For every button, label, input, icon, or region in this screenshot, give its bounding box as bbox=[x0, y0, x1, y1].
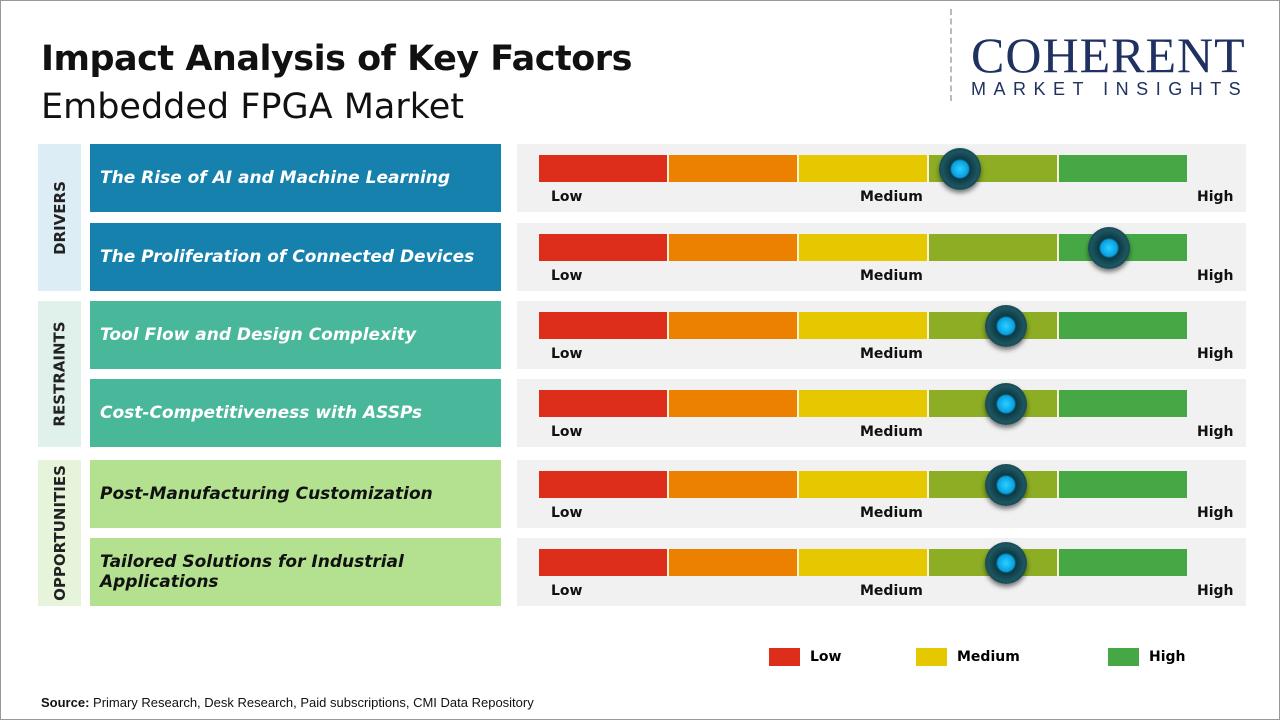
axis-label-low: Low bbox=[551, 189, 583, 205]
category-label: RESTRAINTS bbox=[50, 321, 69, 427]
gauge-segment bbox=[539, 390, 669, 417]
legend-swatch bbox=[1108, 648, 1139, 666]
factor-label: The Proliferation of Connected Devices bbox=[90, 223, 501, 291]
gauge-segment bbox=[669, 471, 799, 498]
page-subtitle: Embedded FPGA Market bbox=[41, 87, 465, 127]
legend-item-low: Low bbox=[769, 648, 841, 666]
legend-item-medium: Medium bbox=[916, 648, 1020, 666]
gauge-segment bbox=[1059, 390, 1187, 417]
axis-label-low: Low bbox=[551, 424, 583, 440]
gauge-segment bbox=[929, 234, 1059, 261]
gauge-marker bbox=[984, 464, 1027, 506]
gauge-segment bbox=[799, 549, 929, 576]
gauge-segment bbox=[1059, 549, 1187, 576]
company-logo: COHERENT MARKET INSIGHTS bbox=[971, 27, 1261, 100]
legend-label: Medium bbox=[957, 649, 1020, 665]
gauge-segment bbox=[799, 390, 929, 417]
gauge-panel: Low Medium High bbox=[517, 379, 1246, 447]
factor-label: Tailored Solutions for Industrial Applic… bbox=[90, 538, 501, 606]
gauge-segment bbox=[799, 155, 929, 182]
axis-label-high: High bbox=[1197, 583, 1234, 599]
category-opportunities: OPPORTUNITIES bbox=[38, 460, 81, 606]
gauge-segment bbox=[799, 471, 929, 498]
factor-label: Post-Manufacturing Customization bbox=[90, 460, 501, 528]
gauge-segment bbox=[669, 390, 799, 417]
gauge-segment bbox=[669, 155, 799, 182]
gauge-bar bbox=[539, 390, 1187, 417]
gauge-bar bbox=[539, 471, 1187, 498]
gauge-segment bbox=[799, 234, 929, 261]
gauge-marker bbox=[984, 542, 1027, 584]
axis-label-medium: Medium bbox=[860, 189, 923, 205]
axis-label-high: High bbox=[1197, 346, 1234, 362]
gauge-segment bbox=[1059, 155, 1187, 182]
factor-label: Cost-Competitiveness with ASSPs bbox=[90, 379, 501, 447]
source-text: Primary Research, Desk Research, Paid su… bbox=[89, 695, 534, 710]
gauge-segment bbox=[539, 155, 669, 182]
source-note: Source: Primary Research, Desk Research,… bbox=[41, 695, 534, 710]
gauge-segment bbox=[539, 312, 669, 339]
gauge-segment bbox=[669, 234, 799, 261]
legend-swatch bbox=[916, 648, 947, 666]
axis-label-medium: Medium bbox=[860, 505, 923, 521]
axis-label-low: Low bbox=[551, 583, 583, 599]
gauge-bar bbox=[539, 234, 1187, 261]
axis-label-medium: Medium bbox=[860, 583, 923, 599]
axis-label-high: High bbox=[1197, 268, 1234, 284]
legend-label: High bbox=[1149, 649, 1186, 665]
axis-label-medium: Medium bbox=[860, 268, 923, 284]
gauge-panel: Low Medium High bbox=[517, 538, 1246, 606]
gauge-bar bbox=[539, 312, 1187, 339]
gauge-segment bbox=[539, 234, 669, 261]
axis-label-medium: Medium bbox=[860, 346, 923, 362]
gauge-panel: Low Medium High bbox=[517, 301, 1246, 369]
category-restraints: RESTRAINTS bbox=[38, 301, 81, 447]
gauge-segment bbox=[539, 549, 669, 576]
page-title: Impact Analysis of Key Factors bbox=[41, 39, 632, 79]
category-label: DRIVERS bbox=[50, 180, 69, 255]
axis-label-high: High bbox=[1197, 189, 1234, 205]
axis-label-low: Low bbox=[551, 505, 583, 521]
factor-label: The Rise of AI and Machine Learning bbox=[90, 144, 501, 212]
gauge-segment bbox=[1059, 471, 1187, 498]
gauge-segment bbox=[799, 312, 929, 339]
gauge-bar bbox=[539, 549, 1187, 576]
axis-label-medium: Medium bbox=[860, 424, 923, 440]
axis-label-high: High bbox=[1197, 505, 1234, 521]
gauge-segment bbox=[669, 549, 799, 576]
source-label: Source: bbox=[41, 695, 90, 710]
legend-label: Low bbox=[810, 649, 842, 665]
gauge-marker bbox=[1088, 227, 1131, 269]
legend-swatch bbox=[769, 648, 800, 666]
divider bbox=[950, 9, 952, 101]
axis-label-high: High bbox=[1197, 424, 1234, 440]
axis-label-low: Low bbox=[551, 268, 583, 284]
gauge-panel: Low Medium High bbox=[517, 223, 1246, 291]
logo-line2: MARKET INSIGHTS bbox=[971, 79, 1249, 99]
factor-label: Tool Flow and Design Complexity bbox=[90, 301, 501, 369]
gauge-segment bbox=[1059, 312, 1187, 339]
gauge-marker bbox=[984, 305, 1027, 347]
gauge-bar bbox=[539, 155, 1187, 182]
legend-item-high: High bbox=[1108, 648, 1186, 666]
category-drivers: DRIVERS bbox=[38, 144, 81, 291]
gauge-panel: Low Medium High bbox=[517, 144, 1246, 212]
gauge-segment bbox=[539, 471, 669, 498]
axis-label-low: Low bbox=[551, 346, 583, 362]
gauge-marker bbox=[939, 148, 982, 190]
gauge-segment bbox=[669, 312, 799, 339]
gauge-marker bbox=[984, 383, 1027, 425]
gauge-panel: Low Medium High bbox=[517, 460, 1246, 528]
logo-line1: COHERENT bbox=[971, 27, 1246, 83]
category-label: OPPORTUNITIES bbox=[50, 465, 69, 601]
